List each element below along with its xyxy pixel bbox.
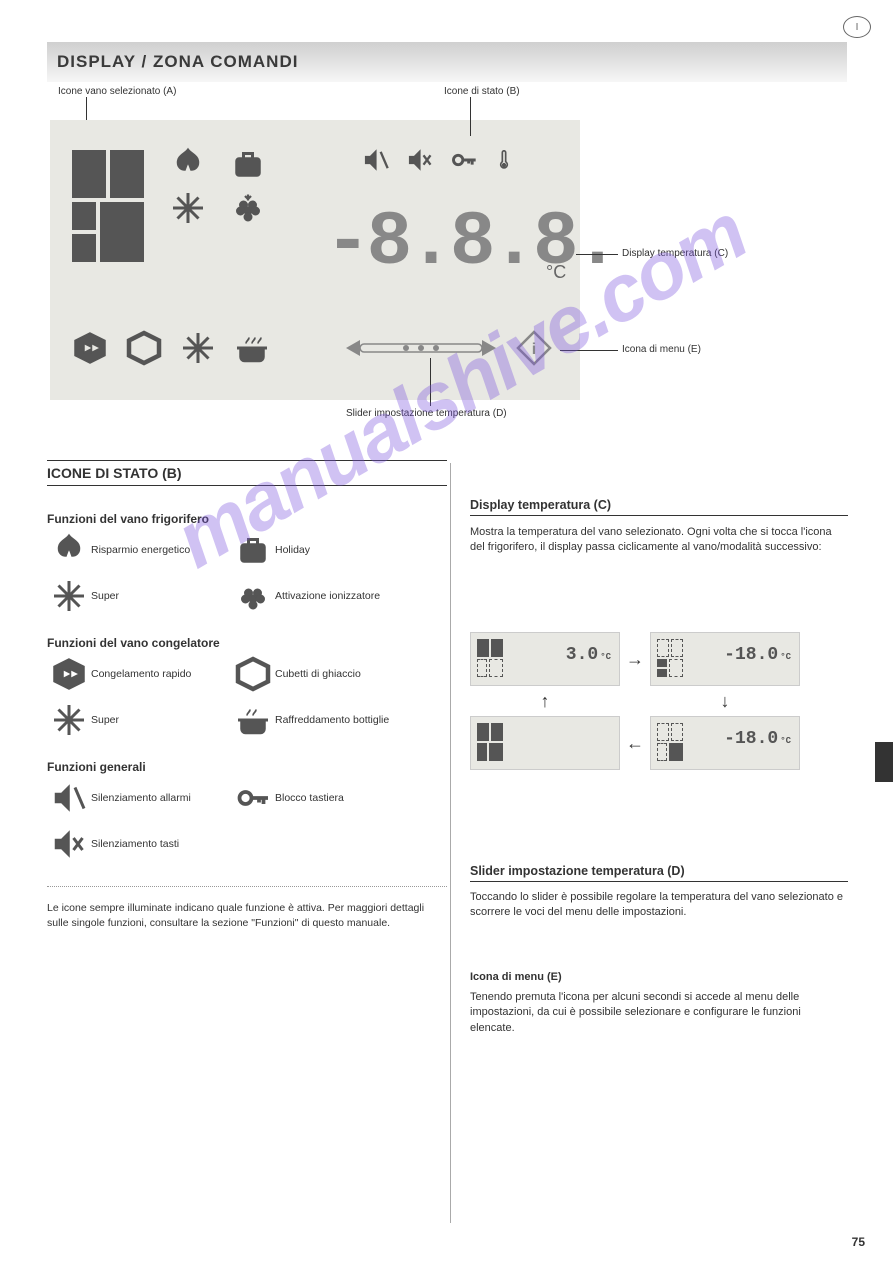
snowflake2-icon (180, 330, 216, 366)
label-bottle: Raffreddamento bottiglie (275, 714, 415, 726)
label-super2: Super (91, 714, 231, 726)
thermometer-icon (494, 146, 514, 174)
right-p2: Toccando lo slider è possibile regolare … (470, 890, 848, 921)
label-mute-alarm: Silenziamento allarmi (91, 792, 231, 804)
bottom-icons-row (72, 330, 270, 366)
group2-heading: Funzioni del vano congelatore (47, 636, 447, 650)
leaf-icon (170, 146, 206, 182)
grapes-icon (230, 190, 266, 226)
mini-br-val: -18.0 (724, 729, 778, 749)
callout-a: Icone vano selezionato (A) (58, 86, 176, 97)
header-band: DISPLAY / ZONA COMANDI (47, 42, 847, 82)
arrow-right-top: → (626, 649, 644, 670)
mini-tl-val: 3.0 (566, 645, 598, 665)
group3-grid: Silenziamento allarmi Blocco tastiera Si… (47, 780, 447, 862)
grapes-icon (235, 578, 271, 614)
menu-icon[interactable]: i (516, 330, 552, 366)
celsius-label: °C (546, 262, 566, 283)
lang-code-circle: I (843, 16, 871, 38)
key-icon (235, 780, 271, 816)
hexagon-icon (126, 330, 162, 366)
lang-code: I (856, 22, 859, 33)
left-section-title: ICONE DI STATO (B) (47, 460, 447, 486)
fast-freeze-icon (72, 330, 108, 366)
group3-heading: Funzioni generali (47, 760, 447, 774)
right-h3: Icona di menu (E) (470, 970, 848, 985)
key-icon (450, 146, 478, 174)
callout-line-b (470, 97, 471, 136)
arrow-down-right: ↓ (721, 691, 730, 712)
mini-display-tl: 3.0°C (470, 632, 620, 686)
label-holiday: Holiday (275, 544, 415, 556)
left-section-title-text: ICONE DI STATO (B) (47, 465, 182, 481)
group1-heading: Funzioni del vano frigorifero (47, 512, 447, 526)
compartment-icon (72, 150, 144, 262)
snowflake-icon (170, 190, 206, 226)
callout-line-a (86, 97, 87, 120)
callout-line-e (560, 350, 618, 351)
mute-keys-icon (51, 826, 87, 862)
suitcase-icon (230, 146, 266, 182)
label-fast: Congelamento rapido (91, 668, 231, 680)
mini-display-br: -18.0°C (650, 716, 800, 770)
mute-alarm-icon (51, 780, 87, 816)
pot-icon (235, 702, 271, 738)
label-mute-keys: Silenziamento tasti (91, 838, 231, 850)
right-p3: Tenendo premuta l'icona per alcuni secon… (470, 990, 848, 1036)
right-h2: Slider impostazione temperatura (D) (470, 864, 848, 882)
column-divider (450, 463, 451, 1223)
suitcase-icon (235, 532, 271, 568)
leaf-icon (51, 532, 87, 568)
left-column: Funzioni del vano frigorifero Risparmio … (47, 502, 447, 930)
right-h1: Display temperatura (C) (470, 498, 848, 516)
pot-icon (234, 330, 270, 366)
svg-text:i: i (532, 341, 536, 358)
group1-grid: Risparmio energetico Holiday Super Attiv… (47, 532, 447, 614)
label-keylock: Blocco tastiera (275, 792, 415, 804)
mini-display-bl (470, 716, 620, 770)
right-p1: Mostra la temperatura del vano seleziona… (470, 525, 848, 556)
arrow-left-bottom: ← (626, 733, 644, 754)
callout-d: Slider impostazione temperatura (D) (346, 408, 507, 419)
page-number: 75 (852, 1235, 865, 1249)
callout-line-c (576, 254, 618, 255)
temperature-digits: -8.8.8. (325, 200, 616, 286)
group2-grid: Congelamento rapido Cubetti di ghiaccio … (47, 656, 447, 738)
mini-tr-val: -18.0 (724, 645, 778, 665)
callout-e: Icona di menu (E) (622, 344, 701, 355)
label-eco: Risparmio energetico (91, 544, 231, 556)
fast-freeze-icon (51, 656, 87, 692)
page-tab (875, 742, 893, 782)
snowflake-icon (51, 702, 87, 738)
hexagon-icon (235, 656, 271, 692)
label-ion: Attivazione ionizzatore (275, 590, 415, 602)
mute-keys-icon (406, 146, 434, 174)
cycle-diagram: 3.0°C → -18.0°C ↑ ↓ ← (470, 632, 800, 770)
mini-display-tr: -18.0°C (650, 632, 800, 686)
callout-c: Display temperatura (C) (622, 248, 728, 259)
callout-b: Icone di stato (B) (444, 86, 520, 97)
main-display-panel: -8.8.8. °C i (50, 120, 580, 400)
arrow-up-left: ↑ (541, 691, 550, 712)
temperature-slider[interactable] (346, 340, 496, 356)
status-icons-row (362, 146, 514, 174)
label-super1: Super (91, 590, 231, 602)
snowflake-icon (51, 578, 87, 614)
row1-icons (170, 146, 266, 182)
header-title: DISPLAY / ZONA COMANDI (57, 52, 298, 72)
label-ice: Cubetti di ghiaccio (275, 668, 415, 680)
callout-line-d (430, 358, 431, 406)
mute-alarm-icon (362, 146, 390, 174)
row2-icons (170, 190, 266, 226)
left-note: Le icone sempre illuminate indicano qual… (47, 886, 447, 930)
